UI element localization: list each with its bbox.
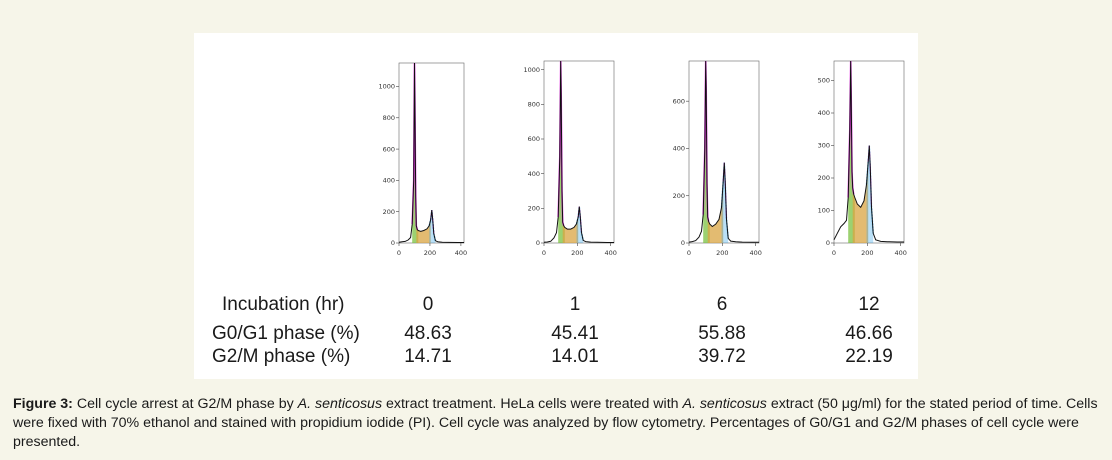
y-tick-label: 400	[818, 109, 830, 117]
s-phase-fill	[707, 181, 724, 243]
g2m-value-6: 39.72	[698, 346, 746, 367]
x-tick-label: 0	[397, 249, 401, 257]
s-phase-fill	[852, 161, 869, 243]
histogram-1: 0 200 400 600 800 1000 0 200 400	[523, 60, 617, 257]
incubation-value-12: 12	[858, 294, 880, 315]
y-tick-label: 400	[673, 145, 685, 153]
g2m-value-1: 14.01	[551, 346, 599, 367]
x-tick-label: 400	[455, 249, 467, 257]
row-label-g0g1: G0/G1 phase (%)	[212, 323, 360, 344]
y-tick-label: 400	[528, 170, 540, 178]
plot-frame	[833, 60, 905, 244]
x-tick-label: 400	[749, 249, 761, 257]
y-tick-label: 100	[818, 207, 830, 215]
x-tick-label: 0	[832, 249, 836, 257]
plot-frame	[543, 60, 615, 244]
g2m-value-12: 22.19	[845, 346, 893, 367]
incubation-value-1: 1	[569, 294, 581, 315]
plot-frame	[398, 62, 465, 244]
caption-label: Figure 3:	[13, 396, 73, 412]
plot-frame	[688, 60, 760, 244]
g0g1-value-1: 45.41	[551, 323, 599, 344]
g0g1-value-12: 46.66	[845, 323, 893, 344]
y-tick-label: 600	[673, 97, 685, 105]
incubation-value-0: 0	[422, 294, 434, 315]
y-tick-label: 200	[818, 174, 830, 182]
y-tick-label: 800	[528, 101, 540, 109]
g0g1-value-0: 48.63	[404, 323, 452, 344]
histogram-line	[398, 62, 464, 243]
y-tick-label: 0	[391, 239, 395, 247]
y-tick-label: 400	[383, 177, 395, 185]
y-tick-label: 300	[818, 142, 830, 150]
caption-text-3: extract (50 μg/ml) for the stated period…	[13, 396, 1098, 450]
histogram-3: 0 100 200 300 400 500 0 200 400	[818, 60, 907, 257]
incubation-value-6: 6	[716, 294, 728, 315]
y-tick-label: 600	[528, 135, 540, 143]
x-tick-label: 0	[542, 249, 546, 257]
y-tick-label: 0	[536, 239, 540, 247]
x-tick-label: 200	[424, 249, 436, 257]
s-phase-fill	[416, 219, 431, 243]
x-tick-label: 400	[894, 249, 906, 257]
row-label-g2m: G2/M phase (%)	[212, 346, 351, 367]
x-tick-label: 400	[604, 249, 616, 257]
histogram-line	[688, 60, 759, 243]
y-tick-label: 200	[673, 192, 685, 200]
y-tick-label: 0	[826, 239, 830, 247]
s-phase-fill	[562, 217, 579, 243]
g2m-value-0: 14.71	[404, 346, 452, 367]
y-tick-label: 500	[818, 77, 830, 85]
caption-text-1: Cell cycle arrest at G2/M phase by	[72, 396, 298, 412]
caption-text-2: extract treatment. HeLa cells were treat…	[382, 396, 683, 412]
caption-species-2: A. senticosus	[682, 396, 767, 412]
y-tick-label: 200	[528, 205, 540, 213]
figure-panel: 0 200 400 600 800 1000 0 200 400 0 200 400 600 800 100…	[194, 33, 918, 379]
x-tick-label: 200	[861, 249, 873, 257]
figure-caption: Figure 3: Cell cycle arrest at G2/M phas…	[13, 395, 1103, 452]
caption-species-1: A. senticosus	[297, 396, 383, 412]
y-tick-label: 200	[383, 208, 395, 216]
x-tick-label: 0	[687, 249, 691, 257]
x-tick-label: 200	[571, 249, 583, 257]
histogram-0: 0 200 400 600 800 1000 0 200 400	[378, 62, 467, 257]
histogram-line	[833, 60, 904, 243]
g0g1-value-6: 55.88	[698, 323, 746, 344]
y-tick-label: 1000	[523, 66, 540, 74]
x-tick-label: 200	[716, 249, 728, 257]
y-tick-label: 800	[383, 114, 395, 122]
y-tick-label: 600	[383, 145, 395, 153]
g2-fill	[866, 145, 874, 243]
histogram-line	[543, 60, 614, 243]
y-tick-label: 1000	[378, 83, 395, 91]
y-tick-label: 0	[681, 239, 685, 247]
histogram-2: 0 200 400 600 0 200 400	[673, 60, 762, 257]
row-label-incubation: Incubation (hr)	[222, 294, 345, 315]
